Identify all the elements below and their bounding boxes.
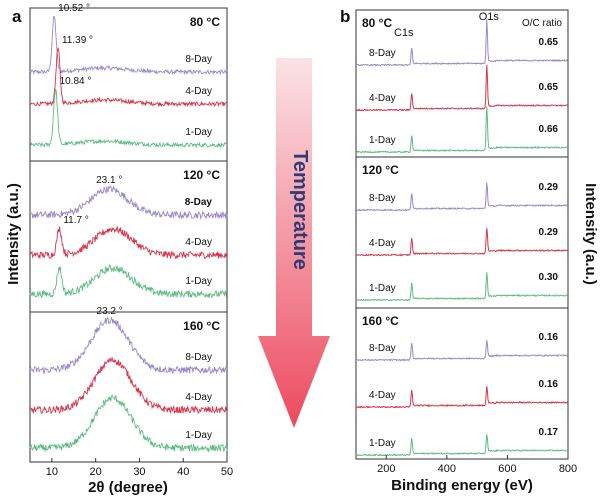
xps-x-tick-label: 400 (438, 463, 456, 475)
xps-curves (355, 19, 569, 457)
xrd-series-4-day (29, 46, 228, 108)
xps-series-1-day (355, 106, 569, 154)
xrd-frame-160 (29, 311, 228, 463)
xrd-series-label: 4-Day (185, 237, 212, 248)
xrd-y-axis-label: Intensity (a.u.) (5, 183, 22, 285)
xps-series-label: 1-Day (369, 438, 396, 449)
xrd-x-tick-label: 40 (177, 466, 189, 478)
xps-series-label: 1-Day (369, 283, 396, 294)
xps-oc-ratio: 0.66 (539, 124, 559, 135)
xps-x-axis: 200 400 600 800 (377, 455, 577, 475)
xrd-series-label: 1-Day (185, 430, 212, 441)
xps-series-label: 8-Day (369, 343, 396, 354)
xrd-texts: 80 °C 8-Day 10.52 ° 4-Day 11.39 ° 1-Day 10.84 … (58, 3, 220, 441)
xps-x-axis-label: Binding energy (eV) (391, 477, 533, 494)
xrd-peak-label: 11.7 ° (63, 215, 89, 226)
xps-series-label: 1-Day (369, 135, 396, 146)
xps-oc-ratio: 0.16 (539, 379, 559, 390)
xrd-series-1-day (29, 87, 228, 149)
xps-oc-ratio: 0.17 (539, 427, 559, 438)
xrd-x-axis: 10 20 30 40 50 (46, 458, 233, 478)
xps-series-label: 4-Day (369, 238, 396, 249)
xps-oc-ratio: 0.16 (539, 332, 559, 343)
xps-oc-ratio: 0.29 (539, 227, 559, 238)
xrd-series-8-day (29, 316, 228, 375)
xps-series-label: 4-Day (369, 93, 396, 104)
xrd-series-1-day (29, 264, 228, 299)
xrd-x-axis-label: 2θ (degree) (88, 479, 168, 496)
xps-series-8-day (355, 340, 569, 362)
xrd-series-label: 8-Day (185, 197, 213, 208)
xps-texts: C1s O1s O/C ratio 80 °C 8-Day 0.65 4-Day 0.65 1-… (362, 11, 562, 449)
xrd-series-label: 8-Day (185, 54, 212, 65)
xps-temperature-label: 120 °C (362, 163, 399, 177)
xrd-temperature-label: 80 °C (190, 15, 220, 29)
xrd-series-4-day (29, 226, 228, 260)
xrd-series-8-day (29, 185, 228, 221)
xps-oc-ratio: 0.30 (539, 272, 559, 283)
xrd-series-label: 4-Day (185, 392, 212, 403)
xps-series-8-day (355, 182, 569, 212)
xrd-series-label: 8-Day (185, 352, 212, 363)
xps-series-label: 8-Day (369, 48, 396, 59)
panel-label-a: a (12, 7, 22, 26)
xps-series-8-day (355, 19, 569, 67)
xps-series-4-day (355, 386, 569, 409)
xrd-series-4-day (29, 357, 228, 415)
xps-series-4-day (355, 227, 568, 257)
xrd-series-8-day (29, 16, 228, 76)
xps-series-label: 4-Day (369, 390, 396, 401)
xrd-curves (29, 16, 228, 453)
xrd-x-tick-label: 50 (221, 466, 233, 478)
xps-y-axis-label: Intensity (a.u.) (582, 183, 599, 285)
xps-ratio-header: O/C ratio (522, 18, 562, 29)
xps-peak-label-c1s: C1s (394, 27, 414, 39)
xps-temperature-label: 80 °C (362, 16, 392, 30)
xrd-temperature-label: 160 °C (183, 319, 220, 333)
xrd-series-label: 1-Day (185, 127, 212, 138)
xrd-series-label: 1-Day (185, 276, 212, 287)
xrd-x-tick-label: 30 (133, 466, 145, 478)
xps-x-tick-label: 600 (498, 463, 516, 475)
xrd-x-tick-label: 10 (46, 466, 58, 478)
xps-peak-label-o1s: O1s (479, 11, 500, 23)
temperature-arrow (258, 58, 330, 428)
xps-oc-ratio: 0.65 (539, 82, 559, 93)
xps-frame-160 (355, 307, 569, 460)
xrd-peak-label: 10.52 ° (58, 3, 90, 14)
xrd-temperature-label: 120 °C (183, 168, 220, 182)
xps-oc-ratio: 0.65 (539, 37, 559, 48)
xrd-peak-label: 10.84 ° (60, 76, 92, 87)
xps-x-tick-label: 200 (377, 463, 395, 475)
xps-series-1-day (355, 272, 569, 302)
xps-x-tick-label: 800 (559, 463, 577, 475)
xrd-peak-label: 23.1 ° (96, 175, 122, 186)
xrd-series-1-day (29, 394, 228, 453)
xrd-peak-label: 23.2 ° (97, 306, 123, 317)
xps-series-1-day (355, 434, 569, 457)
xrd-x-tick-label: 20 (90, 466, 102, 478)
xps-temperature-label: 160 °C (362, 314, 399, 328)
xrd-peak-label: 11.39 ° (62, 35, 93, 46)
xps-series-4-day (355, 64, 569, 112)
panel-label-b: b (340, 7, 350, 26)
xps-oc-ratio: 0.29 (539, 182, 559, 193)
xps-series-label: 8-Day (369, 193, 396, 204)
temperature-label: Temperature (289, 150, 311, 270)
xrd-series-label: 4-Day (185, 86, 212, 97)
